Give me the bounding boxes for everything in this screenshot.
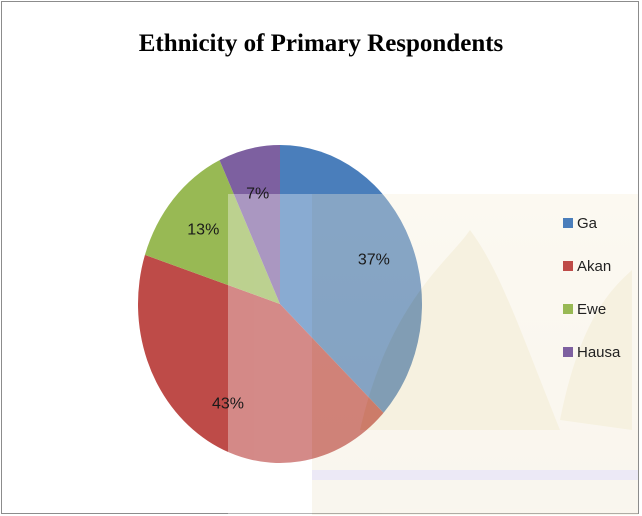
legend-item-hausa: Hausa — [563, 342, 638, 362]
slice-label-ga: 37% — [358, 252, 390, 269]
chart-title: Ethnicity of Primary Respondents — [138, 30, 504, 57]
legend-swatch-ga — [563, 218, 573, 228]
legend-swatch-hausa — [563, 347, 573, 357]
slice-label-hausa: 7% — [246, 185, 269, 202]
slice-label-ewe: 13% — [187, 221, 219, 238]
legend-label-ewe: Ewe — [577, 300, 607, 318]
pie-slice-hausa — [219, 145, 280, 304]
legend-swatch-ewe — [563, 304, 573, 314]
watermark — [228, 194, 638, 515]
legend-item-ga: Ga — [563, 213, 638, 233]
legend-item-ewe: Ewe — [563, 299, 638, 319]
legend-label-ga: Ga — [577, 214, 598, 232]
slice-label-akan: 43% — [212, 396, 244, 413]
legend-swatch-akan — [563, 261, 573, 271]
legend-label-hausa: Hausa — [577, 343, 621, 361]
legend-item-akan: Akan — [563, 256, 638, 276]
legend-label-akan: Akan — [577, 257, 612, 275]
chart-legend: Ga Akan Ewe Hausa — [563, 213, 638, 385]
pie-slice-ewe — [144, 160, 280, 304]
